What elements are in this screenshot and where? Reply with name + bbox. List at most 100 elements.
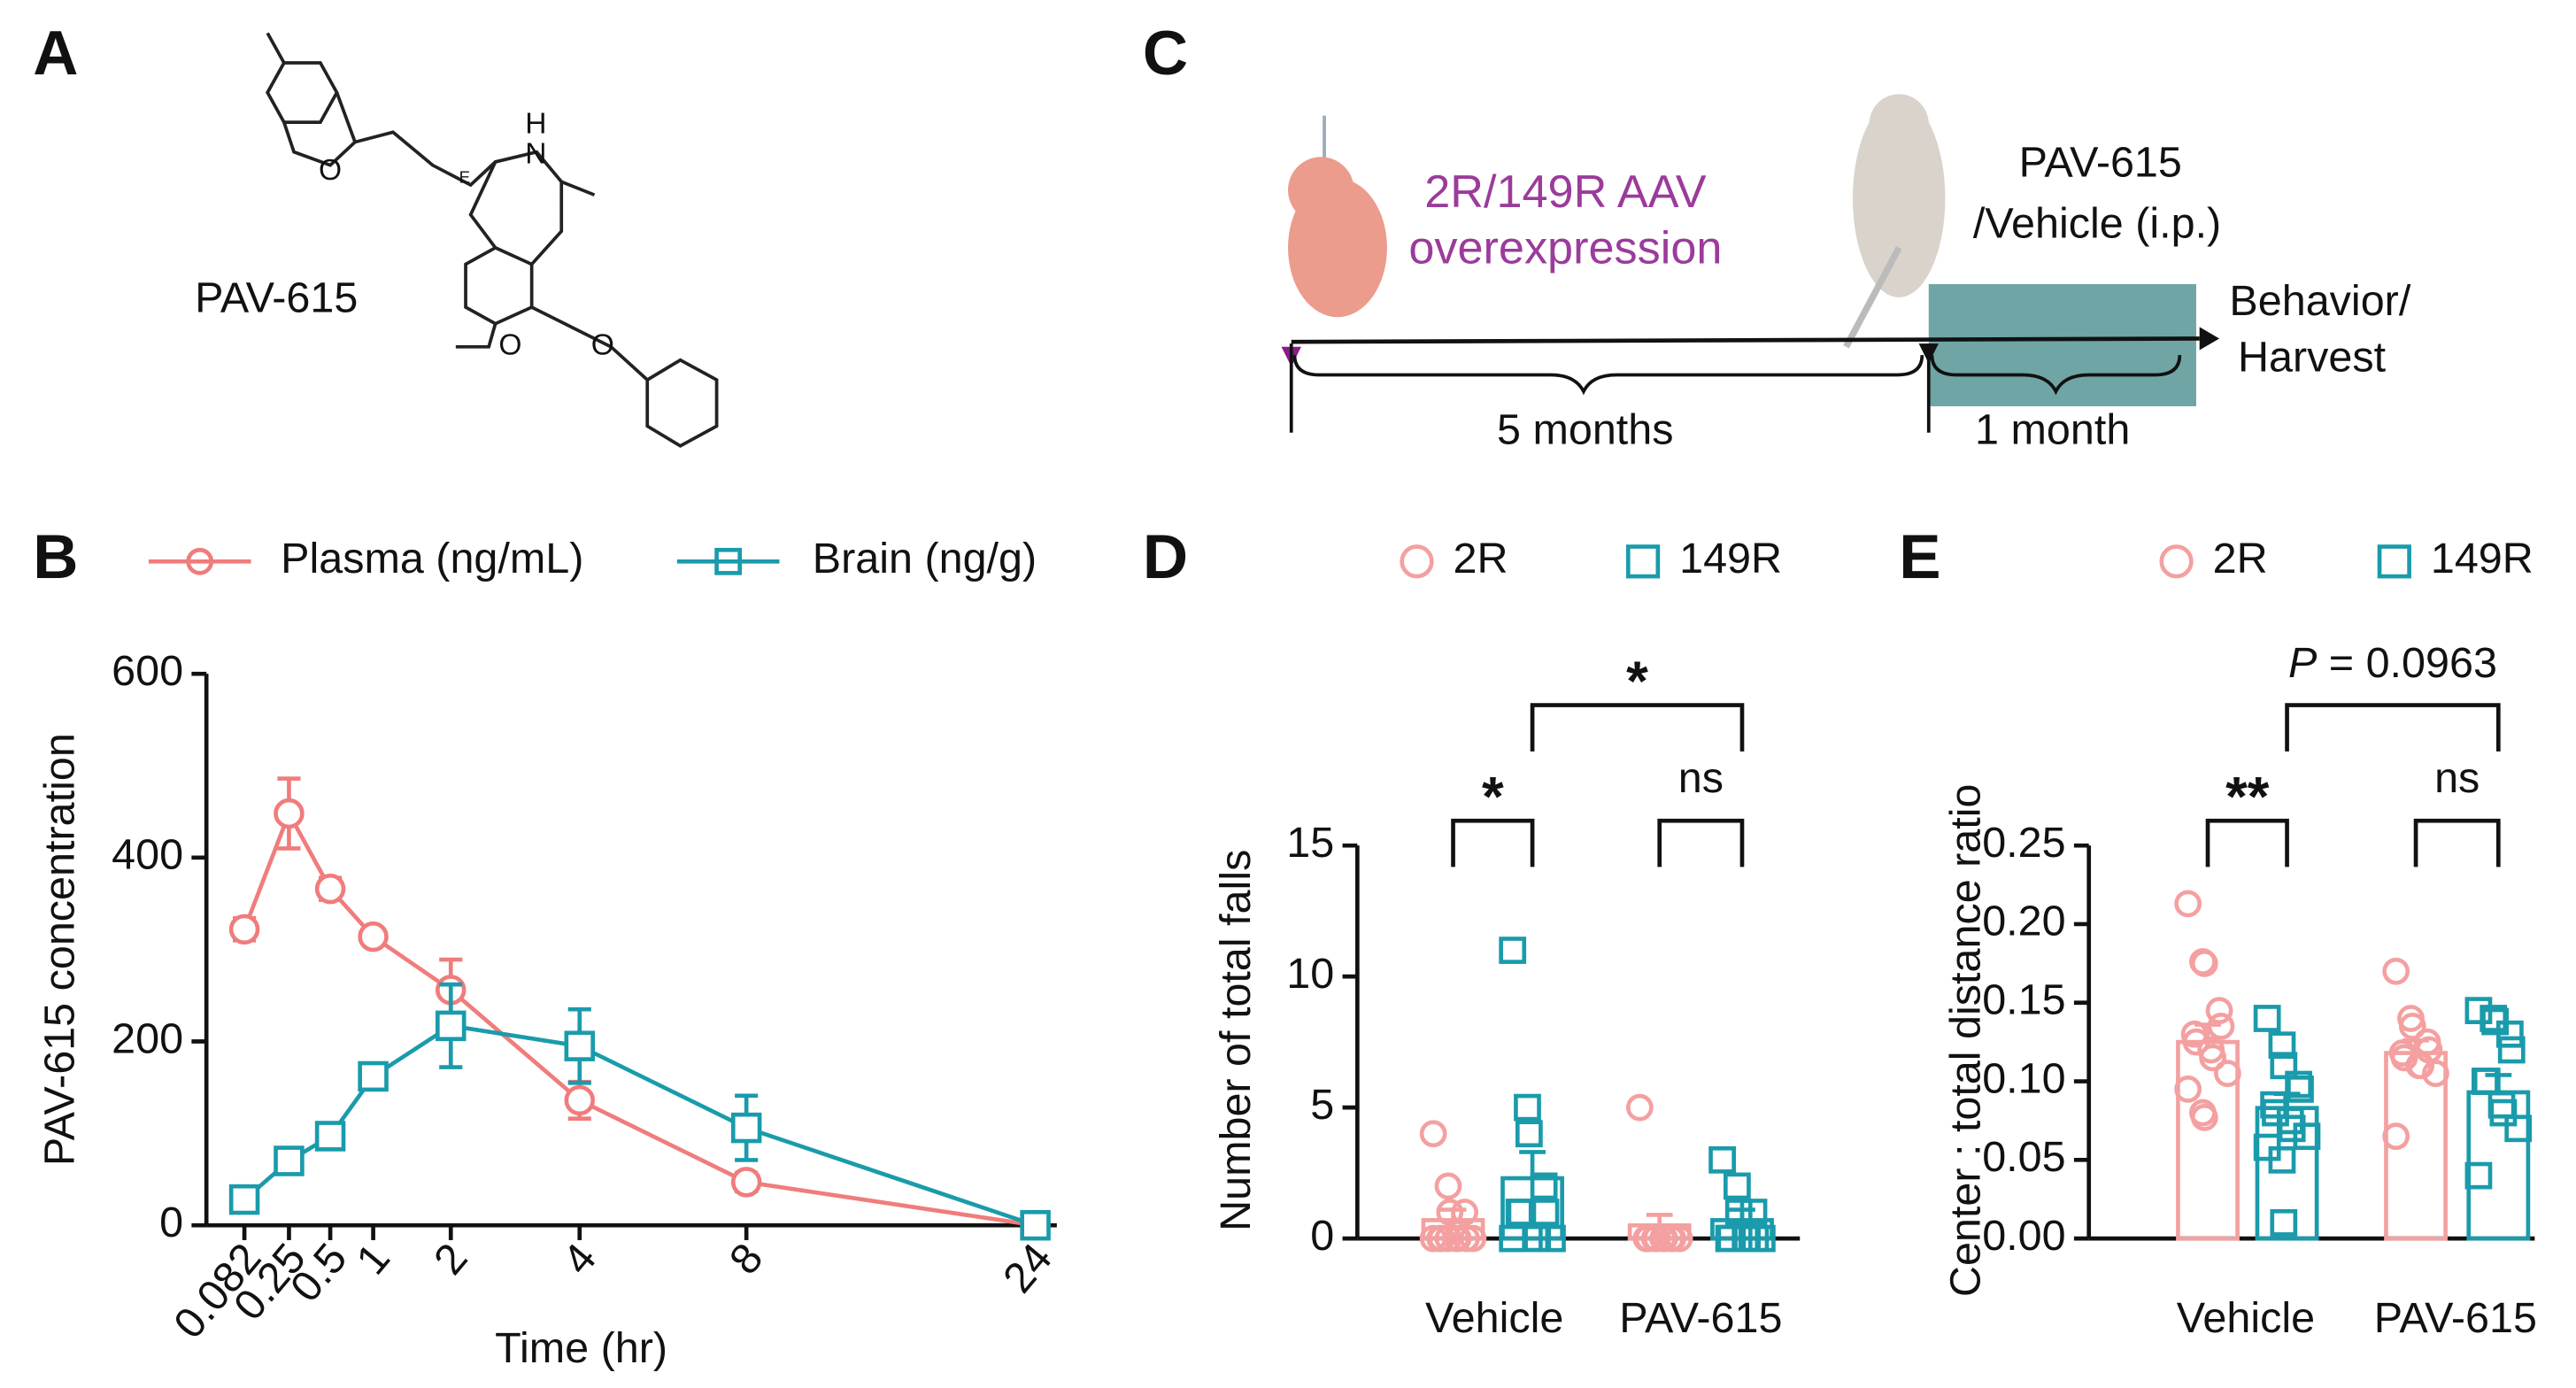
data-point <box>1419 1224 1447 1253</box>
error-bar <box>2402 1038 2429 1053</box>
significance-bracket <box>2205 818 2289 868</box>
timeline-text: /Vehicle (i.p.) <box>1973 199 2221 247</box>
data-point <box>2390 1044 2418 1072</box>
atom-label: O <box>319 154 342 187</box>
data-point <box>2190 949 2218 977</box>
data-point <box>2199 1044 2227 1072</box>
data-point <box>2174 890 2202 918</box>
data-point <box>435 1010 467 1042</box>
y-tick-label: 0.00 <box>1982 1212 2065 1260</box>
y-axis-label: PAV-615 concentration <box>36 733 84 1166</box>
timeline-text: PAV-615 <box>2019 138 2182 186</box>
data-point <box>358 921 389 952</box>
data-point <box>2278 1114 2306 1143</box>
y-tick-label: 15 <box>1286 819 1334 867</box>
x-tick-label: Vehicle <box>2177 1294 2315 1342</box>
data-point <box>730 1167 762 1198</box>
error-bar <box>1439 1207 1467 1221</box>
data-point <box>1499 937 1527 964</box>
legend-label: Brain (ng/g) <box>813 535 1037 582</box>
x-tick-label: Vehicle <box>1425 1294 1563 1342</box>
data-point <box>2382 1122 2410 1151</box>
data-point <box>2270 1052 2298 1080</box>
timeline-text: Behavior/ <box>2229 277 2410 325</box>
data-point <box>1724 1199 1753 1226</box>
timeline-text: overexpression <box>1408 222 1722 274</box>
data-point <box>358 1060 389 1092</box>
error-bar <box>2194 1022 2221 1043</box>
significance-bracket <box>1530 703 1745 752</box>
significance-bracket <box>2285 703 2501 752</box>
data-point <box>1650 1224 1678 1253</box>
legend-label: 2R <box>2213 535 2268 582</box>
y-tick-label: 0.05 <box>1982 1133 2065 1181</box>
data-point <box>274 798 305 829</box>
error-bar <box>1519 1150 1546 1179</box>
data-point <box>2287 1076 2314 1103</box>
data-point <box>314 1121 346 1152</box>
error-bar <box>2273 1091 2301 1108</box>
data-point <box>2293 1122 2321 1151</box>
legend-marker <box>1625 544 1661 579</box>
y-tick-label: 0.20 <box>1982 898 2065 945</box>
data-point <box>564 1030 596 1061</box>
legend-label: 149R <box>2431 535 2534 582</box>
legend-marker <box>714 547 743 575</box>
chemical-structure <box>266 32 719 448</box>
timeline-text: Harvest <box>2238 334 2387 382</box>
y-tick-label: 600 <box>112 647 183 695</box>
timeline-text: 5 months <box>1497 406 1674 454</box>
data-point <box>1499 1224 1527 1253</box>
panel-label: E <box>1899 522 1940 592</box>
y-tick-label: 0 <box>159 1199 183 1246</box>
data-point <box>1514 1093 1541 1122</box>
data-point <box>1539 1224 1566 1253</box>
x-axis-label: Time (hr) <box>495 1324 667 1372</box>
data-point <box>2268 1145 2296 1174</box>
atom-label: H <box>525 108 546 141</box>
error-bar <box>1646 1213 1673 1226</box>
panel-label: B <box>33 522 78 592</box>
y-tick-label: 200 <box>112 1014 183 1062</box>
x-tick-label: PAV-615 <box>1619 1294 1782 1342</box>
compound-name: PAV-615 <box>195 274 358 321</box>
data-point <box>1665 1224 1693 1253</box>
data-point <box>2489 1099 2518 1127</box>
error-bar <box>1729 1207 1755 1221</box>
data-point <box>1723 1172 1751 1200</box>
y-axis-label: Number of total falls <box>1212 850 1260 1231</box>
data-point <box>2205 997 2233 1025</box>
data-point <box>1716 1224 1745 1253</box>
atom-label: O <box>498 329 521 362</box>
legend-label: Plasma (ng/mL) <box>281 535 583 582</box>
significance-bracket <box>2413 818 2501 868</box>
significance-label: * <box>1482 767 1504 829</box>
data-point <box>2214 1060 2241 1088</box>
legend-marker <box>2377 544 2411 579</box>
data-point <box>2464 1161 2493 1190</box>
data-point <box>564 1084 596 1116</box>
data-point <box>314 873 346 905</box>
data-point <box>1634 1224 1662 1253</box>
y-tick-label: 0.25 <box>1982 819 2065 867</box>
data-point <box>1708 1145 1736 1174</box>
data-point <box>2382 957 2410 985</box>
y-tick-label: 0.15 <box>1982 976 2065 1024</box>
legend-label: 2R <box>1454 535 1508 582</box>
data-point <box>2174 1076 2202 1103</box>
data-point <box>2495 1020 2524 1048</box>
y-axis-label: Center : total distance ratio <box>1941 783 1989 1297</box>
data-point <box>2422 1060 2449 1088</box>
timeline-text: 1 month <box>1975 406 2130 454</box>
significance-label: ns <box>1678 754 1724 802</box>
data-point <box>1625 1093 1654 1122</box>
data-point <box>1434 1172 1462 1200</box>
significance-label: ns <box>2434 754 2480 802</box>
data-point <box>2253 1005 2281 1032</box>
data-point <box>2270 1208 2298 1237</box>
atom-label: E <box>459 167 470 186</box>
data-point <box>1733 1224 1761 1253</box>
data-point <box>1434 1224 1462 1253</box>
